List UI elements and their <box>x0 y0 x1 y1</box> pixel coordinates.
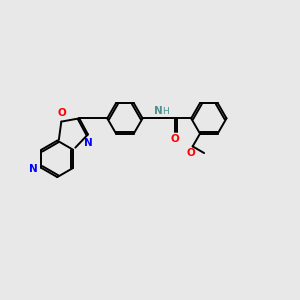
Text: O: O <box>187 148 196 158</box>
Text: N: N <box>84 138 93 148</box>
Text: O: O <box>171 134 179 144</box>
Text: N: N <box>29 164 38 173</box>
Text: O: O <box>58 108 66 118</box>
Text: H: H <box>163 107 170 116</box>
Text: N: N <box>154 106 163 116</box>
